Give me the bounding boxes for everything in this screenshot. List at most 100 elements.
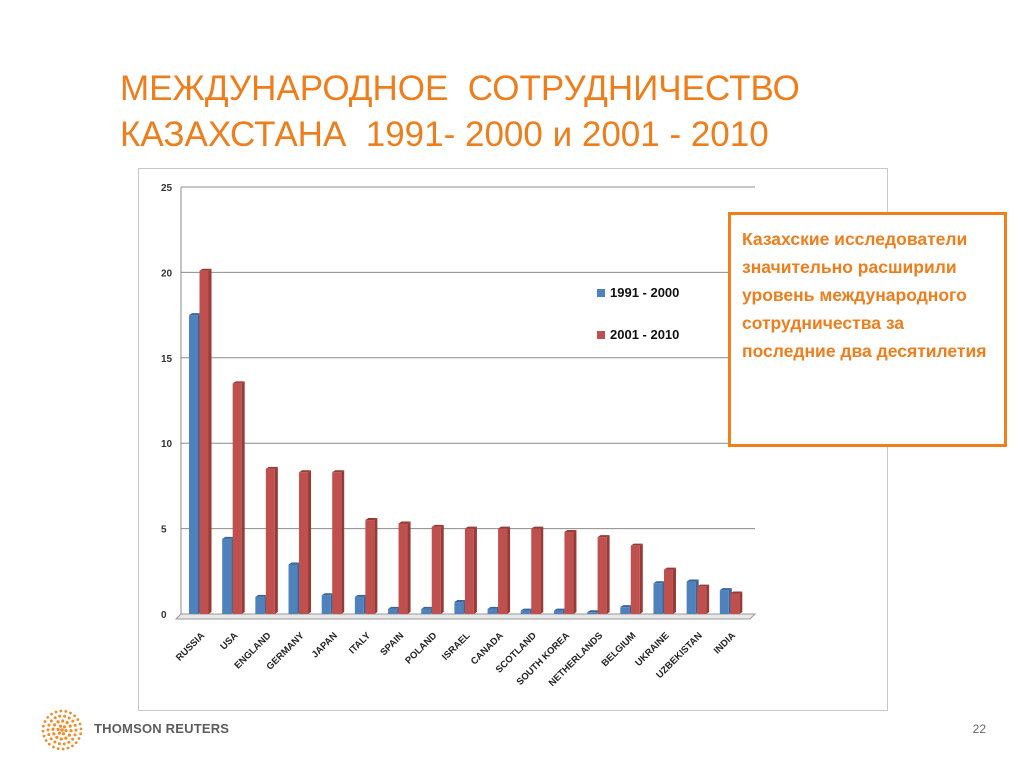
bar-top [222,536,235,539]
bar-top [454,600,467,603]
x-tick-label: INDIA [712,630,738,656]
brand-name: THOMSON REUTERS [94,721,230,736]
bar-2001-2010 [498,528,508,614]
x-tick-label: POLAND [403,630,439,666]
y-tick-label: 5 [161,525,167,536]
y-tick-label: 10 [161,439,173,450]
bar-side [540,526,544,614]
x-tick-label: RUSSIA [174,630,207,663]
bar-2001-2010 [431,526,441,614]
bar-1991-2000 [321,595,331,614]
bar-2001-2010 [531,528,541,614]
bar-top [288,562,301,565]
bar-1991-2000 [388,608,398,614]
x-tick-label: USA [218,630,240,652]
bar-1991-2000 [454,602,464,614]
bar-top [232,381,245,384]
bar-top [464,526,477,529]
bar-top [487,606,500,609]
bar-2001-2010 [730,593,740,614]
bar-1991-2000 [421,608,431,614]
x-tick-label: BELGIUM [600,630,639,669]
bar-top [365,518,378,521]
bar-top [620,605,633,608]
bar-1991-2000 [189,315,198,614]
bar-top [663,567,676,570]
bar-top [332,470,345,473]
bar-1991-2000 [354,596,364,614]
x-tick-label: SPAIN [378,630,406,658]
x-tick-label: ITALY [347,630,374,657]
bar-2001-2010 [564,532,574,614]
bar-top [321,593,334,596]
chart-floor [174,613,757,620]
bar-top [553,608,566,611]
bar-side [606,535,610,614]
bar-2001-2010 [265,468,275,614]
bar-side [639,543,643,614]
bar-side [241,381,245,614]
bar-top [719,588,732,591]
bar-top [587,610,600,613]
bar-top [354,594,367,597]
legend-swatch [597,331,605,339]
bar-top [431,524,444,527]
bar-1991-2000 [487,608,497,614]
bar-side [274,466,278,614]
bar-2001-2010 [663,569,673,614]
bar-side [208,268,212,614]
slide-title: МЕЖДУНАРОДНОЕ СОТРУДНИЧЕСТВО КАЗАХСТАНА … [120,66,940,158]
bar-1991-2000 [653,583,663,614]
bar-2001-2010 [365,520,375,614]
bar-top [730,591,743,594]
bar-1991-2000 [553,610,563,614]
bar-side [407,521,411,614]
bar-2001-2010 [332,472,342,614]
page-number: 22 [972,722,986,736]
legend-swatch [597,289,605,297]
note-box: Казахские исследователи значительно расш… [728,212,1007,447]
bar-1991-2000 [255,596,265,614]
bar-top [255,594,268,597]
bar-top [421,606,434,609]
bar-2001-2010 [697,586,707,614]
bar-side [341,470,345,614]
bar-2001-2010 [232,383,242,614]
bar-side [706,584,710,614]
y-tick-label: 20 [161,268,173,279]
x-tick-label: ISRAEL [440,630,473,663]
bar-1991-2000 [587,612,597,614]
bar-top [597,535,610,538]
bar-1991-2000 [719,590,729,614]
bar-side [440,524,444,614]
bar-top [388,606,401,609]
y-tick-label: 15 [161,354,173,365]
bar-side [573,530,577,614]
note-text: Казахские исследователи значительно расш… [742,229,987,361]
bar-side [507,526,511,614]
bar-2001-2010 [630,545,640,614]
bar-top [531,526,544,529]
bar-top [199,268,212,271]
bar-2001-2010 [597,537,607,614]
bar-2001-2010 [199,270,209,614]
slide-title-line-1: МЕЖДУНАРОДНОЕ СОТРУДНИЧЕСТВО [120,69,800,108]
bar-2001-2010 [398,523,408,614]
bar-top [564,530,577,533]
bar-2001-2010 [299,472,309,614]
bar-top [630,543,643,546]
x-tick-label: JAPAN [310,630,340,660]
slide-title-line-2: КАЗАХСТАНА 1991- 2000 и 2001 - 2010 [120,115,769,154]
thomson-reuters-logo-icon [41,709,83,751]
bar-top [299,470,312,473]
bar-top [520,608,533,611]
bar-side [473,526,477,614]
bar-1991-2000 [686,581,696,614]
bar-top [697,584,710,587]
bar-top [189,313,201,316]
bar-side [739,591,743,614]
bar-top [498,526,511,529]
bar-top [398,521,411,524]
bar-1991-2000 [288,564,298,614]
